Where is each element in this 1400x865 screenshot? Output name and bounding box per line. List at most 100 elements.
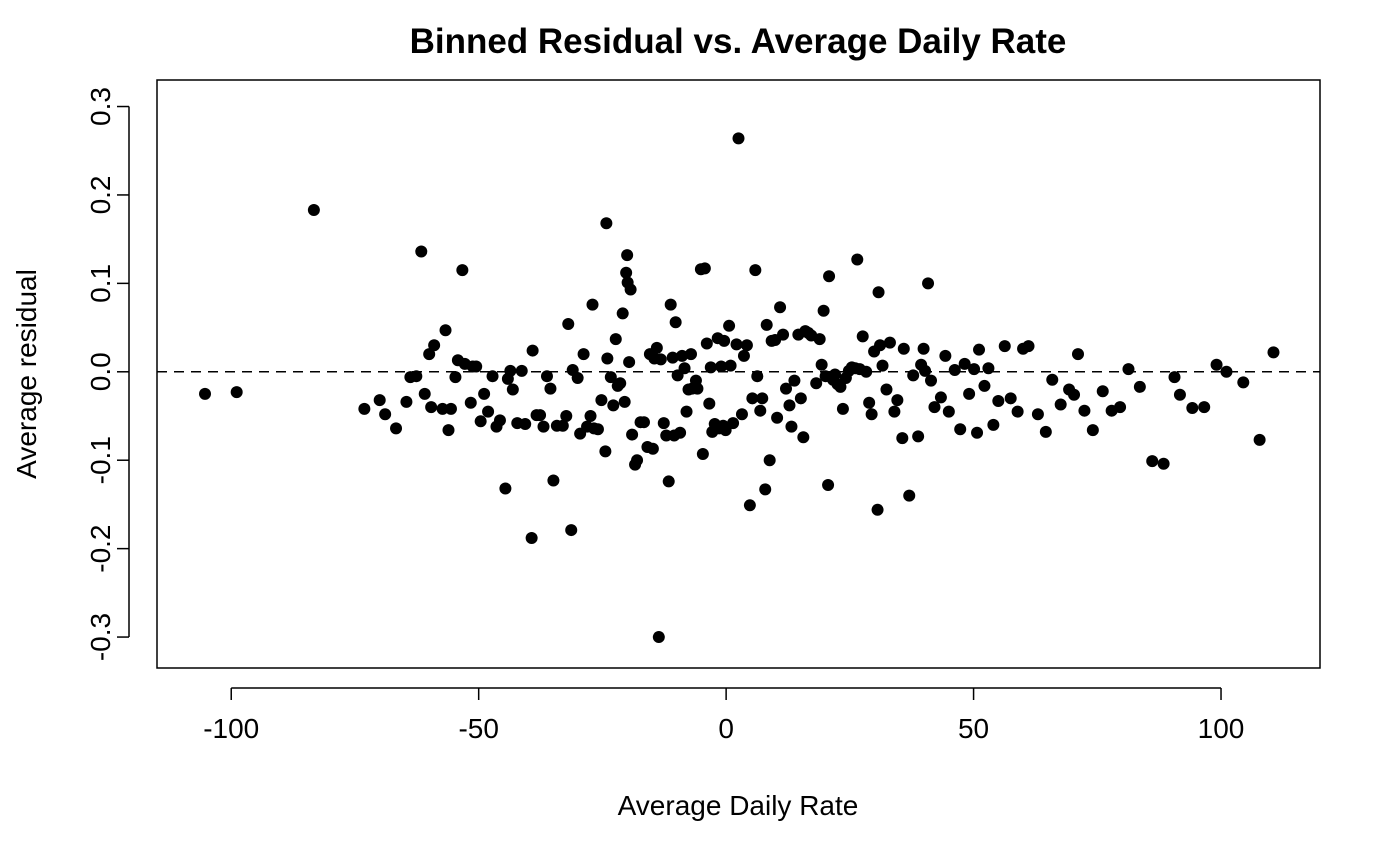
data-point: [922, 277, 935, 290]
data-point: [727, 417, 740, 430]
data-point: [730, 338, 743, 351]
data-point: [1267, 346, 1280, 359]
data-point: [562, 318, 575, 331]
data-point: [439, 324, 452, 337]
data-point: [794, 392, 807, 405]
data-point: [601, 352, 614, 365]
data-point: [865, 408, 878, 421]
data-point: [774, 301, 787, 314]
data-point: [415, 245, 428, 258]
y-tick-label: 0.1: [85, 264, 116, 303]
data-point: [735, 408, 748, 421]
data-point: [620, 266, 633, 279]
data-point: [1071, 348, 1084, 361]
data-point: [1210, 358, 1223, 371]
data-point: [719, 424, 732, 437]
x-axis: -100 -50 0 50 100: [203, 687, 1244, 744]
data-point: [704, 361, 717, 374]
data-point: [650, 341, 663, 354]
data-point: [813, 333, 826, 346]
data-point: [614, 377, 627, 390]
data-point: [478, 387, 491, 400]
data-point: [698, 262, 711, 275]
data-point: [724, 359, 737, 372]
x-tick-label: -50: [458, 713, 498, 744]
data-point: [519, 417, 532, 430]
data-point: [1039, 425, 1052, 438]
data-point: [872, 286, 885, 299]
data-point: [737, 349, 750, 362]
y-tick-label: 0.3: [85, 87, 116, 126]
data-point: [1068, 388, 1081, 401]
data-point: [600, 217, 613, 230]
data-point: [919, 364, 932, 377]
data-point: [715, 360, 728, 373]
data-point: [652, 631, 665, 644]
data-point: [657, 417, 670, 430]
data-point: [756, 392, 769, 405]
data-point: [525, 532, 538, 545]
data-point: [547, 474, 560, 487]
data-point: [783, 399, 796, 412]
data-point: [880, 383, 893, 396]
data-point: [1133, 380, 1146, 393]
data-point: [797, 431, 810, 444]
data-point: [978, 379, 991, 392]
data-point: [571, 371, 584, 384]
data-point: [925, 374, 938, 387]
data-point: [474, 415, 487, 428]
data-point: [307, 203, 320, 216]
data-point: [754, 404, 767, 417]
data-point: [584, 410, 597, 422]
x-tick-label: -100: [203, 713, 259, 744]
data-point: [607, 399, 620, 412]
data-point: [624, 283, 637, 296]
data-point: [958, 357, 971, 370]
data-point: [373, 394, 386, 407]
data-point: [963, 387, 976, 400]
data-point: [982, 362, 995, 375]
data-point: [874, 339, 887, 352]
data-point: [954, 423, 967, 436]
data-point: [691, 382, 704, 395]
data-point: [1031, 408, 1044, 421]
data-point: [785, 420, 798, 433]
data-point: [506, 383, 519, 396]
data-point: [616, 307, 629, 320]
data-point: [669, 316, 682, 329]
y-tick-label: -0.2: [85, 525, 116, 573]
data-point: [544, 382, 557, 395]
data-point: [444, 402, 457, 415]
data-point: [817, 304, 830, 317]
data-point: [700, 337, 713, 350]
data-point: [631, 454, 644, 467]
data-point: [1237, 376, 1250, 389]
data-point: [1054, 398, 1067, 411]
data-point: [822, 478, 835, 491]
data-point: [618, 395, 631, 408]
data-point: [442, 424, 455, 437]
data-point: [860, 365, 873, 378]
data-point: [777, 328, 790, 341]
data-point: [876, 359, 889, 372]
data-point: [400, 395, 413, 408]
data-point: [815, 358, 828, 371]
data-point: [464, 396, 477, 409]
data-point: [942, 405, 955, 418]
data-point: [810, 377, 823, 390]
data-point: [1253, 433, 1266, 446]
data-point: [751, 370, 764, 383]
data-point: [968, 363, 981, 376]
data-point: [939, 349, 952, 362]
data-point: [595, 394, 608, 407]
data-point: [1022, 340, 1035, 353]
data-point: [556, 419, 569, 432]
data-point: [680, 405, 693, 418]
data-point: [888, 405, 901, 418]
data-point: [1086, 424, 1099, 437]
data-point: [740, 339, 753, 352]
data-point: [723, 319, 736, 332]
data-point: [998, 340, 1011, 353]
data-point: [1168, 371, 1181, 384]
y-tick-label: 0.2: [85, 175, 116, 214]
